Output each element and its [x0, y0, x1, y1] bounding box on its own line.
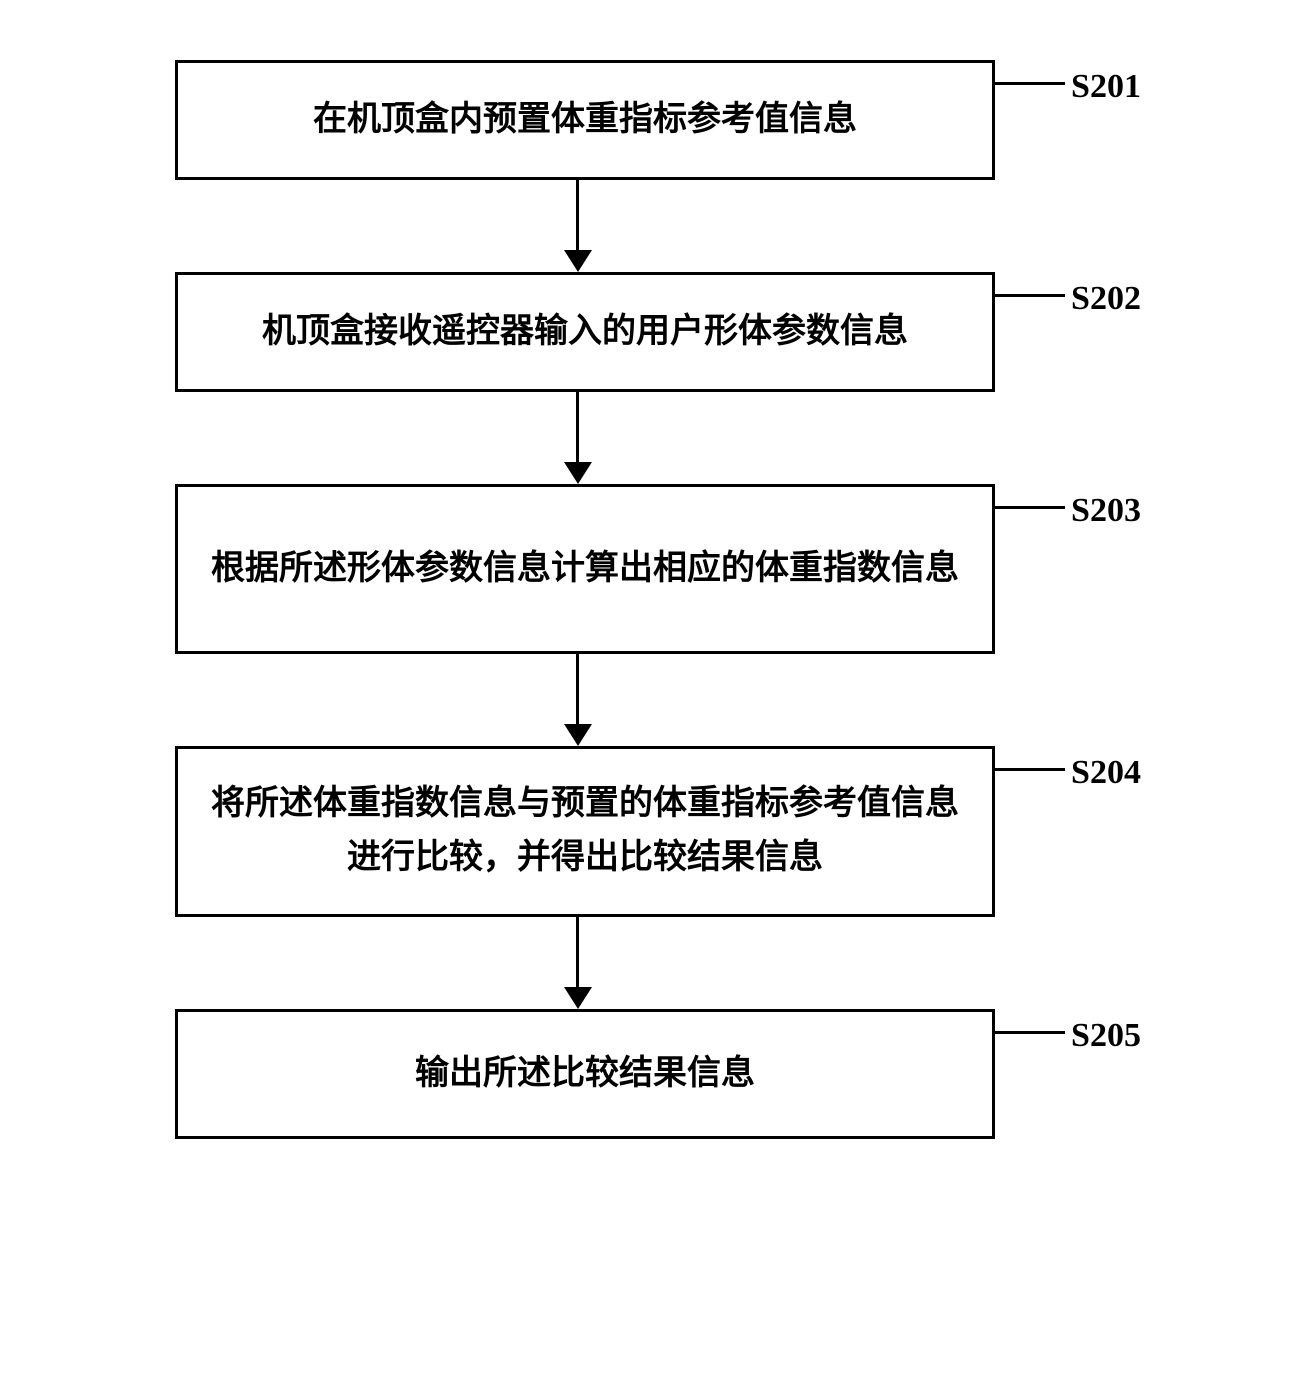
step-label: S203	[1065, 492, 1141, 530]
step-label: S201	[1065, 68, 1141, 106]
connector-line	[995, 506, 1065, 509]
arrow-down	[564, 654, 592, 746]
flow-box: 在机顶盒内预置体重指标参考值信息	[175, 60, 995, 180]
step-label: S205	[1065, 1017, 1141, 1055]
arrow-line	[576, 392, 579, 462]
arrow-head-icon	[564, 250, 592, 272]
arrow-head-icon	[564, 724, 592, 746]
flowchart-container: 在机顶盒内预置体重指标参考值信息 S201 机顶盒接收遥控器输入的用户形体参数信息 S…	[175, 60, 1141, 1139]
flow-box: 机顶盒接收遥控器输入的用户形体参数信息	[175, 272, 995, 392]
flow-step: 将所述体重指数信息与预置的体重指标参考值信息进行比较，并得出比较结果信息 S204	[175, 746, 1141, 917]
connector-line	[995, 82, 1065, 85]
flow-step: 根据所述形体参数信息计算出相应的体重指数信息 S203	[175, 484, 1141, 654]
flow-box: 根据所述形体参数信息计算出相应的体重指数信息	[175, 484, 995, 654]
connector-line	[995, 1031, 1065, 1034]
flow-step: 输出所述比较结果信息 S205	[175, 1009, 1141, 1139]
arrow-head-icon	[564, 462, 592, 484]
label-connector: S202	[995, 272, 1141, 318]
flow-box: 输出所述比较结果信息	[175, 1009, 995, 1139]
connector-line	[995, 768, 1065, 771]
arrow-down	[564, 180, 592, 272]
label-connector: S203	[995, 484, 1141, 530]
step-label: S204	[1065, 754, 1141, 792]
label-connector: S204	[995, 746, 1141, 792]
label-connector: S205	[995, 1009, 1141, 1055]
step-label: S202	[1065, 280, 1141, 318]
flow-step: 在机顶盒内预置体重指标参考值信息 S201	[175, 60, 1141, 180]
arrow-head-icon	[564, 987, 592, 1009]
arrow-line	[576, 917, 579, 987]
flow-box: 将所述体重指数信息与预置的体重指标参考值信息进行比较，并得出比较结果信息	[175, 746, 995, 917]
arrow-down	[564, 392, 592, 484]
label-connector: S201	[995, 60, 1141, 106]
arrow-down	[564, 917, 592, 1009]
flow-step: 机顶盒接收遥控器输入的用户形体参数信息 S202	[175, 272, 1141, 392]
arrow-line	[576, 180, 579, 250]
arrow-line	[576, 654, 579, 724]
connector-line	[995, 294, 1065, 297]
